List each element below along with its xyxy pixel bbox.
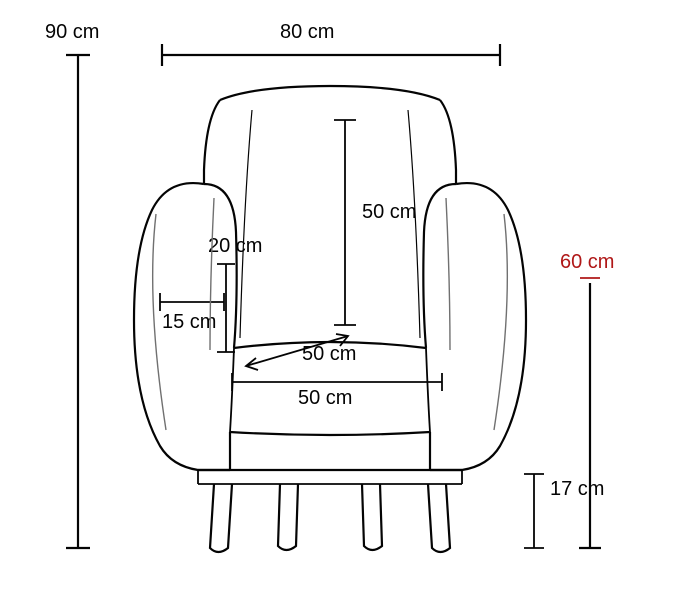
dim-total-width: 80 cm (162, 21, 500, 66)
label-back-height: 50 cm (362, 201, 416, 223)
chair-legs (210, 484, 450, 552)
dim-total-height: 90 cm (45, 21, 99, 548)
label-arm-width: 15 cm (162, 311, 216, 333)
dim-seat-depth: 50 cm (246, 334, 356, 370)
label-total-width: 80 cm (280, 21, 334, 43)
armchair-dimension-diagram: 90 cm 80 cm 50 cm 20 cm 15 cm 50 cm (0, 0, 678, 590)
label-arm-top-height: 60 cm (560, 251, 614, 273)
label-leg-height: 17 cm (550, 478, 604, 500)
dim-seat-width: 50 cm (232, 373, 442, 409)
dim-arm-top-height: 60 cm (560, 251, 614, 548)
dim-back-height: 50 cm (334, 120, 416, 325)
dim-leg-height: 17 cm (524, 474, 604, 548)
label-seat-width: 50 cm (298, 387, 352, 409)
dim-arm-width: 15 cm (160, 293, 224, 333)
label-total-height: 90 cm (45, 21, 99, 43)
label-seat-depth: 50 cm (302, 343, 356, 365)
